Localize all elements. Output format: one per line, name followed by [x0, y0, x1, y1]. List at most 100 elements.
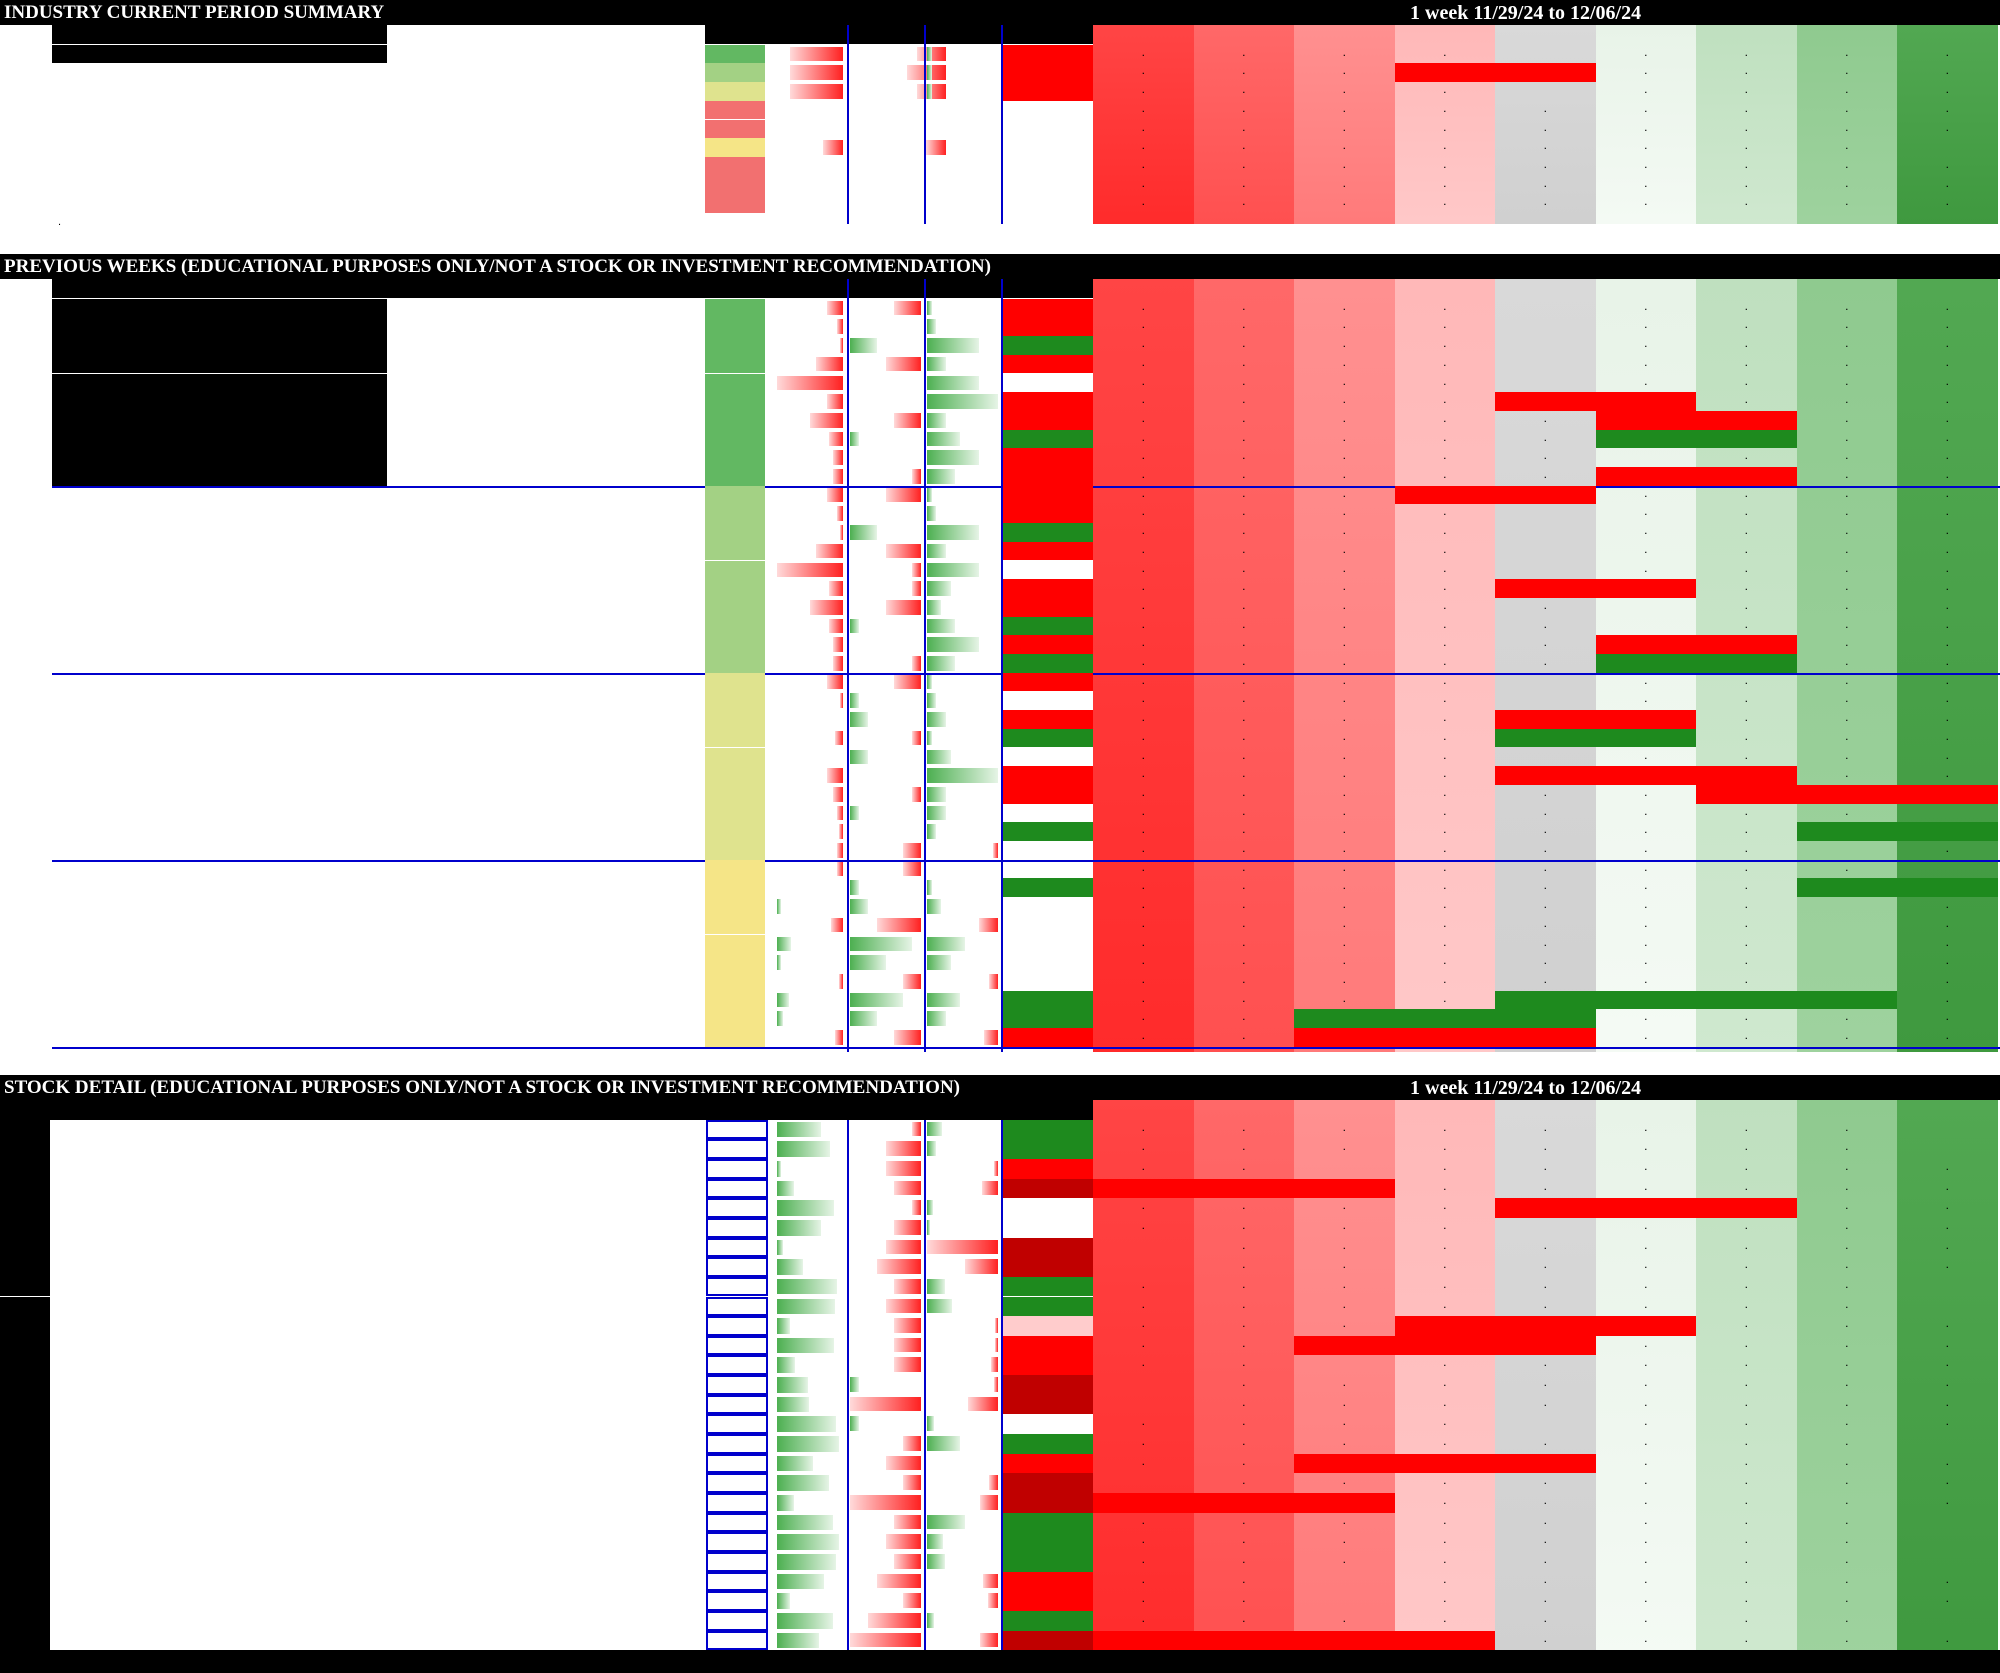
s1-row-1-dot-8: .: [1845, 44, 1849, 59]
s3-row-12-ref[interactable]: [0, 1336, 50, 1356]
s2-row-4-dot-7: .: [1744, 354, 1748, 369]
s3-row-22-ref[interactable]: [0, 1532, 50, 1552]
s2-row-30-group-divider: [52, 859, 2000, 862]
s2-row-38-placement-6: [1595, 990, 1696, 1010]
s3-row-27-ref[interactable]: [0, 1631, 50, 1651]
s3-row-21-dot-1: .: [1141, 1512, 1145, 1527]
s3-row-20-ref-bg: [0, 1493, 50, 1513]
s2-row-12-dot-3: .: [1342, 504, 1346, 519]
s1-row-1-dot-6: .: [1644, 44, 1648, 59]
s3-row-9-ref[interactable]: [0, 1277, 50, 1297]
s3-row-26-ticker: [388, 1611, 442, 1631]
s2-row-17-industry: [54, 598, 384, 617]
s3-row-23-ref[interactable]: [0, 1552, 50, 1572]
s2-row-20-status: [1002, 654, 1093, 673]
s3-row-17-ref[interactable]: [0, 1434, 50, 1454]
s3-row-18-placement-3: [1294, 1453, 1395, 1474]
s3-row-23-id3-bar: [927, 1553, 945, 1569]
s2-row-35-max: [925, 935, 1000, 954]
s3-row-18-ref[interactable]: [0, 1454, 50, 1474]
s3-row-13-ref[interactable]: [0, 1355, 50, 1375]
s3-row-27-company: [442, 1631, 704, 1651]
s3-row-9-company: [442, 1277, 704, 1297]
s2-row-25-dot-1: .: [1141, 747, 1145, 762]
s3-row-2-ref[interactable]: [0, 1139, 50, 1159]
s3-row-14-chg: [848, 1375, 923, 1394]
s2-row-16-max-bar: [927, 581, 951, 596]
s2-row-5-industry-bg: [52, 373, 387, 393]
s2-row-11-placement-5: [1495, 485, 1596, 505]
s2-row-13-status: [1002, 523, 1093, 542]
s3-row-21-ref[interactable]: [0, 1513, 50, 1533]
s1-row-9-count: [705, 194, 765, 213]
s3-row-19-sub-industry: [52, 1473, 388, 1493]
s3-row-6-ref[interactable]: [0, 1218, 50, 1238]
s2-row-36-dot-9: .: [1945, 953, 1949, 968]
s3-row-21-dot-7: .: [1744, 1512, 1748, 1527]
s3-row-16-ref[interactable]: [0, 1414, 50, 1434]
s3-row-4-ref[interactable]: [0, 1179, 50, 1199]
s2-row-40-status: [1002, 1028, 1093, 1047]
s2-header-avg: [848, 279, 923, 298]
s3-row-3-id3-bar: [993, 1160, 998, 1176]
s3-row-27-chg: [848, 1631, 923, 1650]
s2-row-29-dot-1: .: [1141, 822, 1145, 837]
s2-row-11-dot-2: .: [1242, 485, 1246, 500]
s1-row-4-min: [775, 101, 845, 120]
s2-row-10-max-bar: [927, 469, 956, 484]
s3-row-8-ref[interactable]: [0, 1257, 50, 1277]
s2-row-35-status: [1002, 935, 1093, 954]
s3-row-8-dot-9: .: [1945, 1257, 1949, 1272]
s2-row-9-industry: [54, 448, 384, 467]
s2-row-39-dot-8: .: [1845, 1009, 1849, 1024]
s2-row-3-dot-8: .: [1845, 336, 1849, 351]
s3-row-26-company: [442, 1611, 704, 1631]
s3-row-7-dot-9: .: [1945, 1237, 1949, 1252]
s3-row-16-placement-5: [1495, 1414, 1596, 1434]
s3-row-24-ref[interactable]: [0, 1572, 50, 1592]
s3-row-24-dot-1: .: [1141, 1571, 1145, 1586]
s3-row-25-ref[interactable]: [0, 1591, 50, 1611]
s2-row-23-placement-6: [1595, 710, 1696, 729]
s3-row-25-dot-5: .: [1543, 1591, 1547, 1606]
s3-row-20-ref[interactable]: [0, 1493, 50, 1513]
s2-row-33-dot-3: .: [1342, 897, 1346, 912]
s2-row-13-dot-3: .: [1342, 523, 1346, 538]
s3-row-12-dot-2: .: [1242, 1335, 1246, 1350]
s2-row-30-dot-9: .: [1945, 841, 1949, 855]
s3-row-3-ref[interactable]: [0, 1159, 50, 1179]
s3-row-26-ref[interactable]: [0, 1611, 50, 1631]
s3-row-10-id1: [706, 1296, 768, 1317]
s3-header-ref[interactable]: [0, 1100, 50, 1120]
s2-row-18-dot-8: .: [1845, 616, 1849, 631]
s1-band-label-5: [1495, 25, 1596, 44]
s3-row-14-ref[interactable]: [0, 1375, 50, 1395]
s3-row-26-chg: [848, 1611, 923, 1630]
s2-row-30-max-bar: [993, 843, 998, 858]
s3-row-1-id3: [925, 1120, 1000, 1139]
s2-row-40-min-bar: [834, 1030, 843, 1045]
s3-row-15-ref[interactable]: [0, 1395, 50, 1415]
s2-row-22-min: [775, 691, 845, 710]
s3-row-1-chg: [848, 1120, 923, 1139]
s1-row-3-max-bar: [927, 84, 932, 99]
s2-row-16-dot-8: .: [1845, 579, 1849, 594]
s3-row-5-ref[interactable]: [0, 1198, 50, 1218]
s3-row-22-status: [1002, 1532, 1093, 1552]
s2-row-19-dot-5: .: [1543, 635, 1547, 650]
s3-row-19-ref[interactable]: [0, 1473, 50, 1493]
s3-row-8-dot-2: .: [1242, 1257, 1246, 1272]
s2-row-17-dot-5: .: [1543, 597, 1547, 612]
s3-row-16-chg-bar: [850, 1416, 859, 1432]
s2-row-10-min-bar: [832, 469, 843, 484]
s2-row-20-industry: [54, 654, 384, 673]
s3-row-10-ref[interactable]: [0, 1297, 50, 1317]
s3-row-1-ref[interactable]: [0, 1120, 50, 1140]
s3-row-7-ref[interactable]: [0, 1238, 50, 1258]
s3-row-10-chg-bar: [885, 1298, 921, 1314]
s3-row-22-dot-6: .: [1644, 1532, 1648, 1547]
s3-row-25-id3-bar: [987, 1593, 998, 1608]
s2-row-32-max-bar: [927, 880, 932, 896]
s2-row-36-min: [775, 953, 845, 972]
s3-row-11-ref[interactable]: [0, 1316, 50, 1336]
